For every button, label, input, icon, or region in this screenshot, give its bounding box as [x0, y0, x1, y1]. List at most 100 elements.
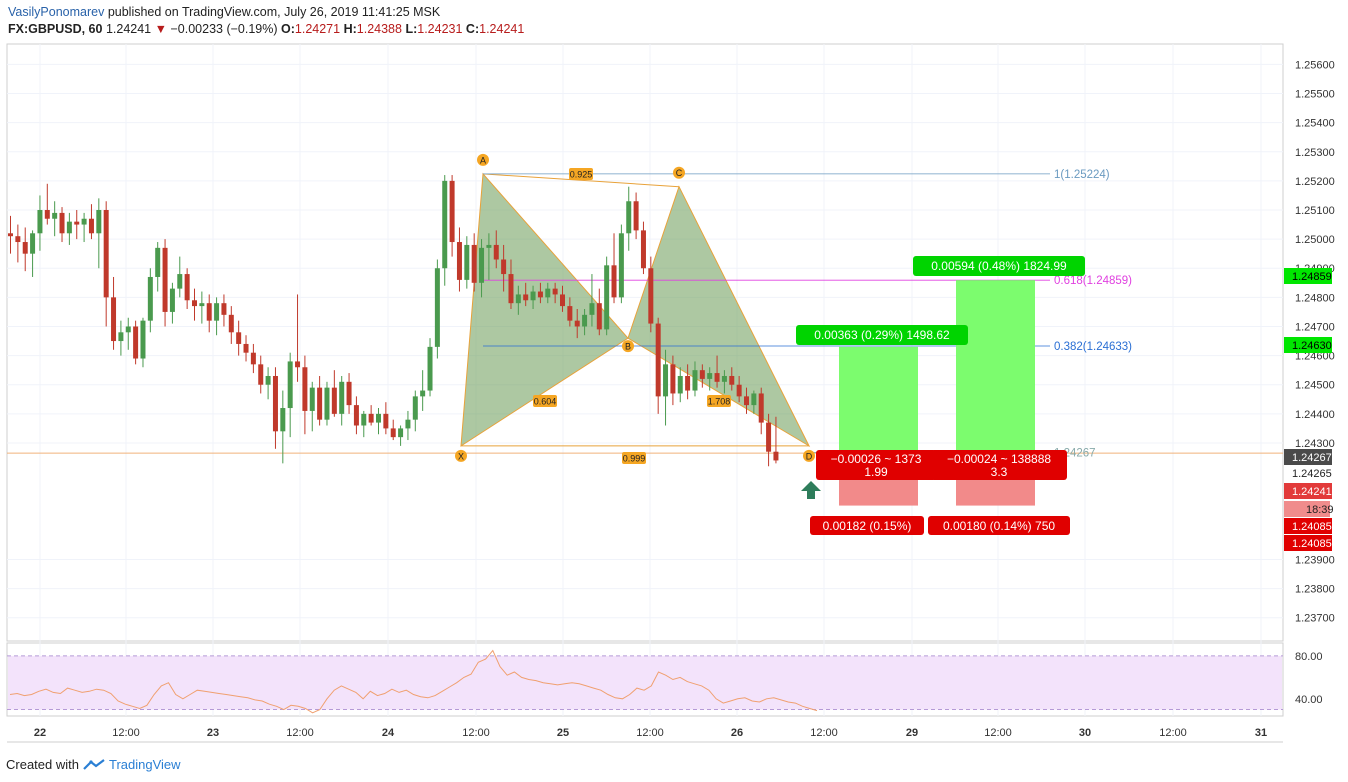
- candle-body: [398, 428, 404, 438]
- price-tag-box: [1284, 465, 1332, 481]
- price-tag-box: [1284, 518, 1332, 534]
- candle-body: [353, 405, 359, 426]
- ratio-badge: [533, 395, 557, 407]
- candle-body: [567, 306, 573, 321]
- candle-body: [545, 288, 551, 298]
- candle-body: [663, 364, 669, 397]
- candle-body: [339, 381, 345, 414]
- x-tick-label: 23: [207, 727, 219, 739]
- symbol-label[interactable]: FX:GBPUSD, 60: [8, 22, 103, 36]
- candle-body: [133, 326, 139, 359]
- tradingview-brand[interactable]: TradingView: [108, 757, 181, 772]
- candle-body: [471, 244, 477, 283]
- pattern-point-label: C: [676, 168, 683, 178]
- fib-level-label: 1(1.25224): [1054, 169, 1110, 181]
- y-tick-label: 1.24700: [1295, 321, 1335, 333]
- pattern-point-marker: [477, 153, 489, 166]
- candle-body: [140, 320, 146, 359]
- pattern-bcd-triangle: [627, 185, 811, 448]
- pattern-point-label: X: [458, 451, 464, 461]
- price-tag-label: 1.24085: [1292, 538, 1332, 550]
- x-tick-label: 24: [382, 727, 395, 739]
- candle-body: [405, 419, 411, 429]
- entry-label-line2: 1.99: [864, 465, 888, 479]
- entry-label-line1: −0.00026 ~ 1373: [831, 452, 922, 466]
- x-tick-label: 12:00: [286, 727, 314, 739]
- y-tick-label: 1.23700: [1295, 613, 1335, 625]
- candle-body: [442, 180, 448, 269]
- candle-body: [228, 314, 234, 333]
- stop-label: 0.00180 (0.14%) 750: [943, 519, 1055, 533]
- candle-body: [199, 303, 205, 307]
- candle-body: [648, 268, 654, 324]
- candle-body: [464, 244, 470, 280]
- price-tag-box: [1284, 483, 1332, 499]
- pattern-point-marker: [803, 449, 815, 462]
- candle-body: [250, 352, 256, 365]
- ratio-badge: [707, 395, 731, 407]
- candle-body: [766, 422, 772, 452]
- candle-body: [633, 201, 639, 231]
- candle-body: [758, 393, 764, 423]
- candle-body: [177, 274, 183, 289]
- y-tick-label: 1.25500: [1295, 89, 1335, 101]
- candle-body: [574, 320, 580, 327]
- candle-body: [589, 303, 595, 315]
- high-label: H:: [343, 22, 357, 36]
- candle-body: [81, 218, 87, 225]
- ratio-badge: [622, 452, 646, 464]
- target-label-box: [796, 325, 968, 345]
- price-tag-box: [1284, 268, 1332, 284]
- author-link[interactable]: VasilyPonomarev: [8, 5, 105, 19]
- y-tick-label: 1.24800: [1295, 292, 1335, 304]
- candle-body: [206, 303, 212, 321]
- price-tag-label: 1.24859: [1292, 271, 1332, 283]
- candle-body: [74, 221, 80, 225]
- candle-body: [30, 233, 36, 254]
- fib-level-label: 0.618(1.24859): [1054, 275, 1132, 287]
- pattern-ac-line: [482, 173, 680, 188]
- y-tick-label: 1.25000: [1295, 234, 1335, 246]
- price-tag-label: 1.24267: [1292, 452, 1332, 464]
- candle-body: [147, 276, 153, 321]
- candle-body: [523, 294, 529, 301]
- candle-body: [317, 387, 323, 420]
- tradingview-logo-icon: [83, 758, 105, 770]
- candle-body: [714, 373, 720, 382]
- candle-body: [111, 297, 117, 342]
- candle-body: [272, 375, 278, 432]
- candle-body: [501, 259, 507, 275]
- publish-text: published on TradingView.com, July 26, 2…: [104, 5, 441, 19]
- price-tag-box: [1284, 535, 1332, 551]
- y-tick-label: 1.25200: [1295, 176, 1335, 188]
- candle-body: [707, 373, 713, 379]
- candle-body: [15, 236, 21, 243]
- y-tick-label: 1.25100: [1295, 205, 1335, 217]
- candle-body: [309, 387, 315, 411]
- candle-body: [376, 413, 381, 423]
- candle-body: [361, 413, 367, 426]
- candle-body: [169, 288, 175, 312]
- candle-body: [331, 387, 337, 414]
- candle-body: [368, 413, 374, 423]
- candle-body: [324, 387, 330, 420]
- candle-body: [434, 268, 440, 347]
- candle-body: [640, 230, 646, 269]
- candle-body: [427, 346, 433, 391]
- pattern-point-label: B: [625, 342, 631, 352]
- fib-level-label: 0.382(1.24633): [1054, 341, 1132, 353]
- buy-arrow-icon: [801, 481, 821, 499]
- candle-body: [420, 390, 426, 397]
- pattern-point-marker: [455, 449, 467, 462]
- candle-body: [670, 364, 676, 394]
- target-label-box: [913, 256, 1085, 276]
- candle-body: [685, 375, 691, 391]
- symbol-info: FX:GBPUSD, 60 1.24241 ▼ −0.00233 (−0.19%…: [8, 22, 524, 36]
- x-tick-label: 12:00: [112, 727, 140, 739]
- y-tick-label: 1.23900: [1295, 554, 1335, 566]
- x-tick-label: 12:00: [1159, 727, 1187, 739]
- x-tick-label: 22: [34, 727, 46, 739]
- candle-body: [258, 364, 264, 385]
- candle-body: [626, 201, 632, 234]
